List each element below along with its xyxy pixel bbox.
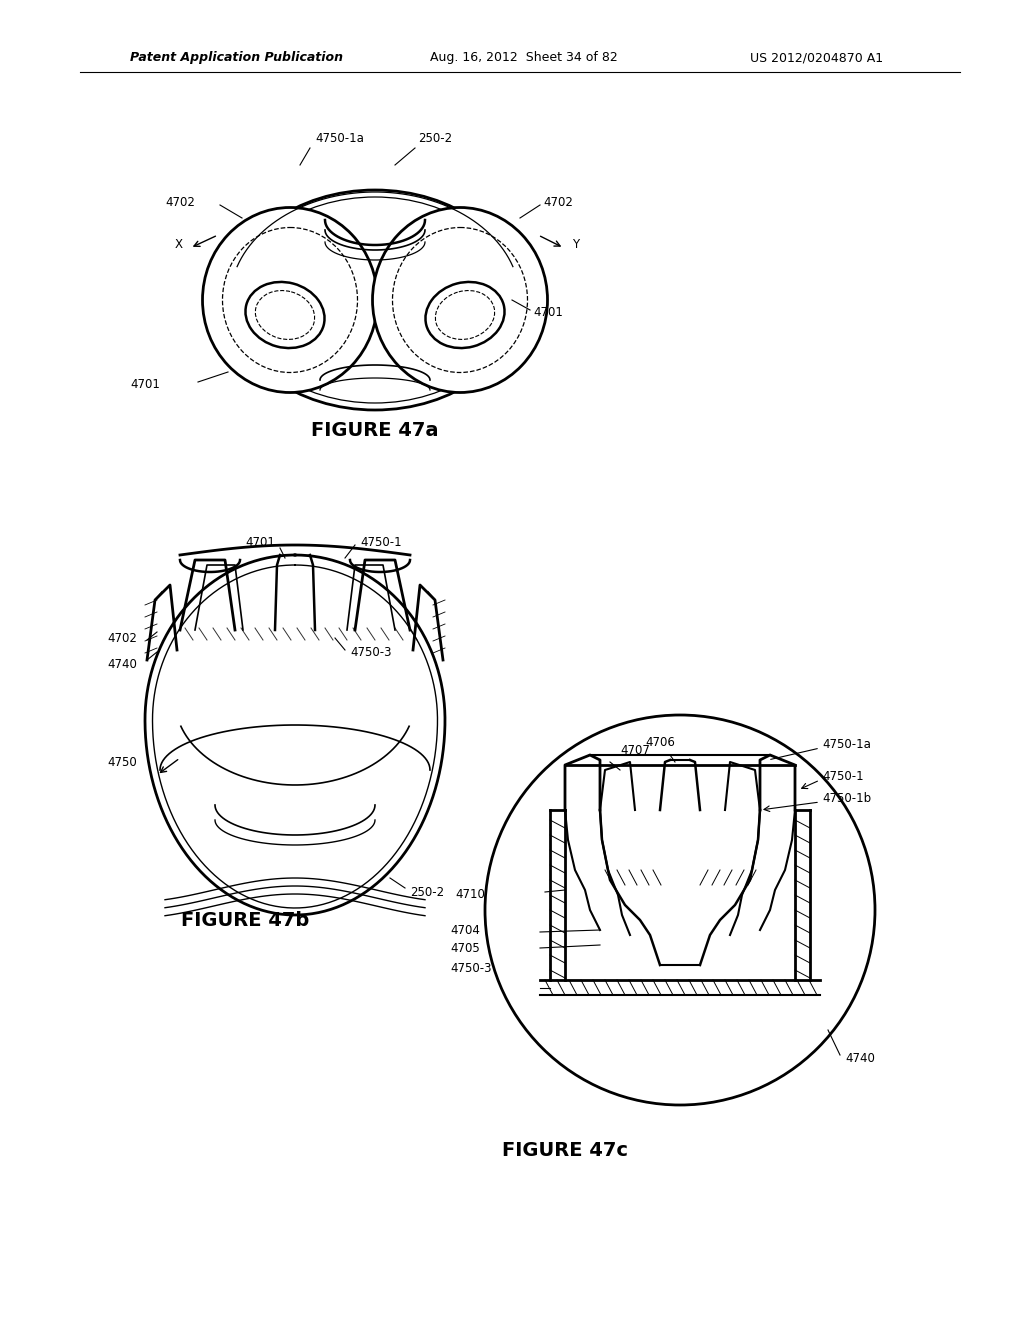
Text: 4750-3: 4750-3 (350, 645, 391, 659)
Text: 4740: 4740 (106, 659, 137, 672)
Text: Aug. 16, 2012  Sheet 34 of 82: Aug. 16, 2012 Sheet 34 of 82 (430, 51, 617, 65)
Text: FIGURE 47c: FIGURE 47c (502, 1140, 628, 1159)
Text: 4701: 4701 (534, 305, 563, 318)
Text: 4750-3: 4750-3 (450, 961, 492, 974)
Text: 4702: 4702 (106, 631, 137, 644)
Text: 4705: 4705 (450, 941, 480, 954)
Ellipse shape (203, 207, 378, 392)
Text: FIGURE 47b: FIGURE 47b (181, 911, 309, 929)
Text: 4750-1a: 4750-1a (315, 132, 364, 145)
Text: 4702: 4702 (165, 197, 195, 210)
Text: 4702: 4702 (543, 197, 572, 210)
Circle shape (485, 715, 874, 1105)
Text: 250-2: 250-2 (418, 132, 453, 145)
Text: 4750-1a: 4750-1a (822, 738, 870, 751)
Text: 4706: 4706 (645, 735, 675, 748)
Text: 4701: 4701 (130, 379, 160, 392)
Ellipse shape (373, 207, 548, 392)
Text: X: X (175, 239, 183, 252)
Text: 4710: 4710 (455, 888, 485, 902)
Text: 4740: 4740 (845, 1052, 874, 1064)
Text: 4704: 4704 (450, 924, 480, 936)
Ellipse shape (230, 190, 520, 411)
Text: 4750-1: 4750-1 (360, 536, 401, 549)
Text: 4750-1b: 4750-1b (822, 792, 871, 805)
Text: Y: Y (572, 239, 580, 252)
Text: 4750-1: 4750-1 (822, 771, 863, 784)
Text: 250-2: 250-2 (410, 886, 444, 899)
Text: 4701: 4701 (245, 536, 274, 549)
Text: FIGURE 47a: FIGURE 47a (311, 421, 438, 440)
Ellipse shape (425, 282, 505, 348)
Text: 4707: 4707 (620, 743, 650, 756)
Ellipse shape (246, 282, 325, 348)
Text: US 2012/0204870 A1: US 2012/0204870 A1 (750, 51, 883, 65)
Text: 4750: 4750 (106, 755, 137, 768)
Text: Patent Application Publication: Patent Application Publication (130, 51, 343, 65)
